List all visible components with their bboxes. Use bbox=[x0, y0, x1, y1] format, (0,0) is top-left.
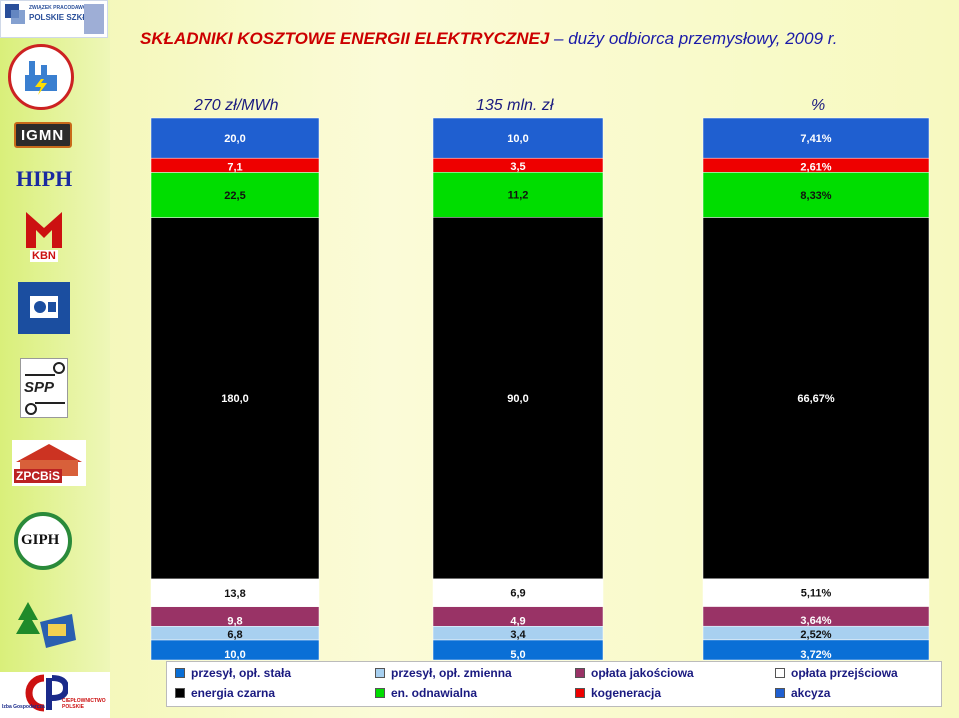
data-label-col2-s2: 3,64% bbox=[800, 615, 831, 627]
legend-label-0: przesył, opł. stała bbox=[191, 666, 292, 680]
legend-item-0: przesył, opł. stała bbox=[175, 666, 291, 680]
polskie-szklo-small-text: ZWIĄZEK PRACODAWCÓW bbox=[29, 5, 96, 11]
legend-item-7: akcyza bbox=[775, 686, 830, 700]
zpcbis-logo: ZPCBiS bbox=[12, 440, 86, 486]
polskie-szklo-logo: ZWIĄZEK PRACODAWCÓW POLSKIE SZKŁO bbox=[0, 0, 108, 38]
bar-segment-col2-s3 bbox=[702, 578, 930, 607]
hiph-logo: HIPH bbox=[16, 166, 73, 191]
bar-segment-col0-s3 bbox=[150, 578, 320, 607]
legend-swatch-7 bbox=[775, 688, 785, 698]
data-label-col1-s1: 3,4 bbox=[510, 629, 526, 641]
column-header-mln-zl: 135 mln. zł bbox=[476, 97, 554, 114]
kbn-emblem-icon bbox=[26, 212, 62, 248]
factory-icon bbox=[25, 61, 57, 95]
chart-title: SKŁADNIKI KOSZTOWE ENERGII ELEKTRYCZNEJ … bbox=[140, 29, 838, 49]
legend-swatch-1 bbox=[375, 668, 385, 678]
data-label-col2-s7: 7,41% bbox=[800, 133, 831, 145]
data-label-col1-s7: 10,0 bbox=[507, 133, 528, 145]
legend-label-7: akcyza bbox=[791, 686, 831, 700]
logo-sidebar: ZWIĄZEK PRACODAWCÓW POLSKIE SZKŁO IGMN H… bbox=[0, 0, 110, 718]
data-label-col1-s3: 6,9 bbox=[510, 588, 525, 600]
legend-label-1: przesył, opł. zmienna bbox=[391, 666, 512, 680]
legend-swatch-5 bbox=[375, 688, 385, 698]
chart-subtitle: – duży odbiorca przemysłowy, 2009 r. bbox=[554, 29, 838, 48]
legend-label-3: opłata przejściowa bbox=[791, 666, 898, 680]
bar-segment-col1-s5 bbox=[432, 171, 604, 218]
forestry-logo bbox=[14, 600, 78, 652]
legend-swatch-6 bbox=[575, 688, 585, 698]
polskie-szklo-text: POLSKIE SZKŁO bbox=[29, 13, 94, 22]
legend-swatch-4 bbox=[175, 688, 185, 698]
izba-cieplownictwo-logo: Izba Gospodarcza CIEPŁOWNICTWO POLSKIE bbox=[0, 672, 110, 718]
data-label-col1-s4: 90,0 bbox=[507, 393, 528, 405]
data-label-col0-s6: 7,1 bbox=[227, 161, 242, 173]
legend-label-6: kogeneracja bbox=[591, 686, 662, 700]
legend-label-4: energia czarna bbox=[191, 686, 276, 700]
bar-segment-col0-s7 bbox=[150, 117, 320, 159]
data-label-col1-s2: 4,9 bbox=[510, 615, 525, 627]
data-label-col2-s6: 2,61% bbox=[800, 161, 831, 173]
giph-logo: GIPH bbox=[14, 512, 72, 570]
data-label-col2-s4: 66,67% bbox=[797, 393, 835, 405]
bar-segment-col1-s4 bbox=[432, 216, 604, 580]
data-label-col0-s7: 20,0 bbox=[224, 133, 245, 145]
bar-segment-col2-s5 bbox=[702, 172, 930, 218]
legend-item-4: energia czarna bbox=[175, 686, 275, 700]
bar-segment-col0-s5 bbox=[150, 172, 320, 218]
bar-segment-col1-s7 bbox=[432, 117, 604, 159]
chart-legend: przesył, opł. stała przesył, opł. zmienna… bbox=[166, 661, 942, 707]
data-label-col0-s5: 22,5 bbox=[224, 190, 245, 202]
legend-item-2: opłata jakościowa bbox=[575, 666, 694, 680]
forest-map-icon bbox=[16, 602, 76, 648]
industrial-emblem-icon bbox=[30, 296, 58, 318]
data-label-col0-s1: 6,8 bbox=[227, 629, 242, 641]
legend-swatch-2 bbox=[575, 668, 585, 678]
data-label-col2-s5: 8,33% bbox=[800, 190, 831, 202]
data-label-col0-s0: 10,0 bbox=[224, 649, 245, 661]
legend-label-2: opłata jakościowa bbox=[591, 666, 694, 680]
data-label-col0-s2: 9,8 bbox=[227, 615, 242, 627]
data-label-col2-s3: 5,11% bbox=[801, 588, 832, 600]
legend-label-5: en. odnawialna bbox=[391, 686, 478, 700]
data-label-col0-s3: 13,8 bbox=[224, 588, 245, 600]
legend-item-1: przesył, opł. zmienna bbox=[375, 666, 512, 680]
legend-item-3: opłata przejściowa bbox=[775, 666, 898, 680]
legend-item-6: kogeneracja bbox=[575, 686, 661, 700]
factory-union-logo bbox=[8, 44, 74, 110]
bar-segment-col2-s7 bbox=[702, 117, 930, 159]
bar-segment-col2-s4 bbox=[702, 217, 930, 580]
kbn-logo: KBN bbox=[24, 208, 64, 264]
data-label-col0-s4: 180,0 bbox=[221, 393, 249, 405]
cp-emblem-icon bbox=[25, 674, 68, 712]
bar-segment-col1-s3 bbox=[432, 578, 604, 607]
column-header-zl-mwh: 270 zł/MWh bbox=[194, 97, 279, 114]
chart-title-main: SKŁADNIKI KOSZTOWE ENERGII ELEKTRYCZNEJ bbox=[140, 29, 550, 48]
data-label-col1-s0: 5,0 bbox=[510, 649, 525, 661]
data-label-col1-s6: 3,5 bbox=[510, 161, 525, 173]
data-label-col2-s1: 2,52% bbox=[800, 629, 831, 641]
column-header-percent: % bbox=[811, 97, 826, 114]
spp-logo: SPP bbox=[20, 358, 68, 418]
legend-item-5: en. odnawialna bbox=[375, 686, 477, 700]
iccpa-logo bbox=[18, 282, 70, 334]
data-label-col2-s0: 3,72% bbox=[800, 649, 831, 661]
legend-swatch-0 bbox=[175, 668, 185, 678]
rollers-icon bbox=[25, 362, 65, 415]
igmn-logo: IGMN bbox=[14, 122, 72, 148]
legend-swatch-3 bbox=[775, 668, 785, 678]
data-label-col1-s5: 11,2 bbox=[508, 190, 529, 202]
